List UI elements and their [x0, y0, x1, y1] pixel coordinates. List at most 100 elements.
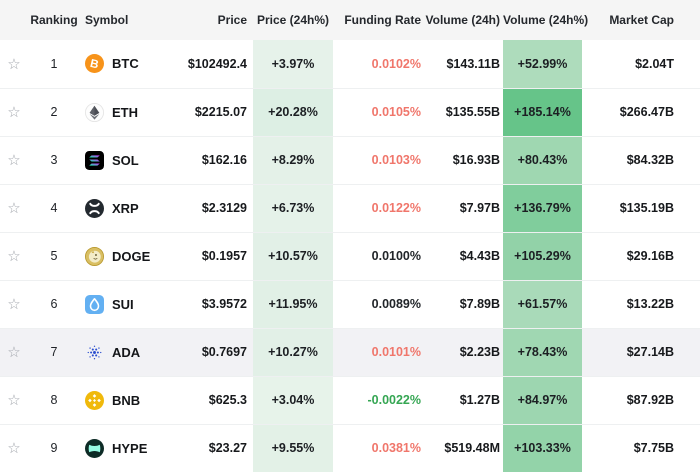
price-value: $23.27: [208, 441, 247, 455]
header-row: Ranking Symbol Price Price (24h%) Fundin…: [0, 0, 700, 40]
table-body: ☆ 1 B BTC $102492.4 +3.97% 0.0102% $143.…: [0, 40, 700, 472]
rank-value: 3: [50, 153, 58, 167]
col-price-change[interactable]: Price (24h%): [256, 13, 330, 27]
table-row[interactable]: ☆ 4 XRP $2.3129 +6.73% 0.0122% $7.97B +1…: [0, 184, 700, 232]
symbol-label: ETH: [112, 104, 138, 120]
volume-value: $519.48M: [444, 441, 500, 455]
volume-value: $7.97B: [459, 201, 500, 215]
volume-value: $2.23B: [459, 345, 500, 359]
doge-icon: [85, 246, 104, 266]
table-row[interactable]: ☆ 2 ETH $2215.07 +20.28% 0.0105% $135.55…: [0, 88, 700, 136]
sui-icon: [85, 294, 104, 314]
market-cap-value: $2.04T: [635, 56, 674, 71]
symbol-label: BTC: [112, 56, 139, 72]
market-cap-value: $84.32B: [626, 153, 674, 167]
volume-value: $4.43B: [459, 249, 500, 263]
volume-change-value: +61.57%: [503, 280, 582, 328]
bnb-icon: [85, 390, 104, 410]
volume-change-value: +80.43%: [503, 136, 582, 184]
price-value: $102492.4: [187, 56, 247, 71]
price-change-value: +3.04%: [253, 376, 333, 424]
funding-rate-value: -0.0022%: [367, 393, 421, 407]
symbol-label: SOL: [112, 152, 139, 168]
funding-rate-value: 0.0100%: [371, 249, 421, 263]
favorite-star-icon[interactable]: ☆: [7, 152, 21, 169]
volume-change-value: +105.29%: [503, 232, 582, 280]
price-value: $625.3: [208, 393, 247, 407]
volume-change-value: +136.79%: [503, 184, 582, 232]
funding-rate-value: 0.0122%: [371, 201, 421, 215]
volume-value: $7.89B: [459, 297, 500, 311]
price-change-value: +3.97%: [253, 40, 333, 88]
funding-rate-value: 0.0102%: [371, 56, 421, 71]
symbol-label: SUI: [112, 296, 134, 312]
price-change-value: +10.27%: [253, 328, 333, 376]
funding-rate-value: 0.0101%: [371, 345, 421, 359]
col-volume-change[interactable]: Volume (24h%): [503, 13, 589, 27]
table-row[interactable]: ☆ 7 ADA $0.7697 +10.27% 0.0101% $2.23B +…: [0, 328, 700, 376]
sol-icon: [85, 150, 104, 170]
volume-change-value: +185.14%: [503, 88, 582, 136]
funding-rate-value: 0.0089%: [371, 297, 421, 311]
eth-icon: [85, 102, 104, 122]
price-change-value: +11.95%: [253, 280, 333, 328]
col-funding-rate[interactable]: Funding Rate: [344, 13, 421, 27]
favorite-star-icon[interactable]: ☆: [7, 104, 21, 121]
col-ranking[interactable]: Ranking: [30, 13, 78, 27]
col-market-cap[interactable]: Market Cap: [609, 13, 674, 27]
market-cap-value: $29.16B: [626, 249, 674, 263]
table-row[interactable]: ☆ 8 BNB $625.3 +3.04% -0.0022% $1.27B +8…: [0, 376, 700, 424]
symbol-label: BNB: [112, 392, 141, 408]
market-cap-value: $13.22B: [626, 297, 674, 311]
market-cap-value: $87.92B: [626, 393, 674, 407]
rank-value: 8: [50, 393, 58, 407]
market-cap-value: $135.19B: [619, 201, 674, 215]
volume-change-value: +84.97%: [503, 376, 582, 424]
favorite-star-icon[interactable]: ☆: [7, 200, 21, 217]
market-cap-value: $7.75B: [633, 441, 674, 455]
volume-value: $143.11B: [446, 56, 500, 71]
btc-icon: B: [85, 54, 104, 74]
table-row[interactable]: ☆ 1 B BTC $102492.4 +3.97% 0.0102% $143.…: [0, 40, 700, 88]
table-row[interactable]: ☆ 5 DOGE $0.1957 +10.57% 0.0100% $4.43B …: [0, 232, 700, 280]
favorite-star-icon[interactable]: ☆: [7, 55, 21, 73]
funding-rate-value: 0.0381%: [371, 441, 421, 455]
table-row[interactable]: ☆ 9 HYPE $23.27 +9.55% 0.0381% $519.48M …: [0, 424, 700, 472]
price-change-value: +6.73%: [253, 184, 333, 232]
volume-change-value: +52.99%: [503, 40, 582, 88]
favorite-star-icon[interactable]: ☆: [7, 248, 21, 265]
rank-value: 6: [50, 297, 58, 311]
price-value: $2.3129: [201, 201, 247, 215]
market-cap-value: $266.47B: [619, 105, 674, 119]
price-value: $0.1957: [201, 249, 247, 263]
col-price[interactable]: Price: [217, 13, 247, 27]
price-value: $162.16: [201, 153, 247, 167]
col-symbol[interactable]: Symbol: [85, 13, 129, 27]
col-volume[interactable]: Volume (24h): [425, 13, 500, 27]
price-value: $3.9572: [201, 297, 247, 311]
table-row[interactable]: ☆ 3 SOL $162.16 +8.29% 0.0103% $16.93B +…: [0, 136, 700, 184]
favorite-star-icon[interactable]: ☆: [7, 440, 21, 457]
hype-icon: [85, 438, 104, 458]
funding-rate-value: 0.0103%: [371, 153, 421, 167]
price-change-value: +10.57%: [253, 232, 333, 280]
rank-value: 2: [50, 105, 58, 119]
volume-change-value: +103.33%: [503, 424, 582, 472]
volume-value: $16.93B: [452, 153, 500, 167]
rank-value: 9: [50, 441, 58, 455]
rank-value: 5: [50, 249, 58, 263]
price-value: $2215.07: [194, 105, 247, 119]
favorite-star-icon[interactable]: ☆: [7, 344, 21, 361]
col-favorite: [0, 0, 28, 40]
rank-value: 1: [50, 56, 58, 71]
symbol-label: DOGE: [112, 248, 151, 264]
favorite-star-icon[interactable]: ☆: [7, 392, 21, 409]
xrp-icon: [85, 198, 104, 218]
table-row[interactable]: ☆ 6 SUI $3.9572 +11.95% 0.0089% $7.89B +…: [0, 280, 700, 328]
symbol-label: ADA: [112, 344, 141, 360]
funding-rate-value: 0.0105%: [371, 105, 421, 119]
favorite-star-icon[interactable]: ☆: [7, 296, 21, 313]
symbol-label: XRP: [112, 200, 139, 216]
